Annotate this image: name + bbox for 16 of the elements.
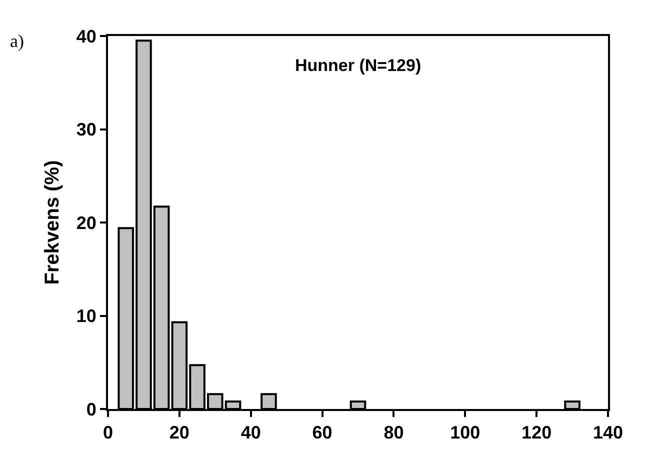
x-tick-label: 140 bbox=[592, 422, 624, 443]
y-tick-label: 10 bbox=[76, 306, 96, 326]
x-tick-label: 60 bbox=[312, 422, 332, 443]
y-tick-label: 30 bbox=[76, 120, 96, 140]
x-tick-label: 0 bbox=[102, 422, 114, 443]
x-tick-label: 40 bbox=[240, 422, 261, 443]
x-tick-label: 120 bbox=[522, 422, 552, 443]
x-tick-label: 20 bbox=[169, 422, 190, 443]
y-axis-title: Frekvens (%) bbox=[41, 160, 64, 285]
y-tick-label: 0 bbox=[86, 399, 96, 420]
x-tick-label: 100 bbox=[450, 422, 480, 443]
text: Hunner (N=129) bbox=[295, 56, 422, 75]
text: a) bbox=[10, 31, 24, 51]
y-tick-label: 20 bbox=[76, 212, 96, 233]
y-tick-label: 40 bbox=[76, 26, 96, 46]
x-tick-label: 80 bbox=[384, 422, 404, 443]
